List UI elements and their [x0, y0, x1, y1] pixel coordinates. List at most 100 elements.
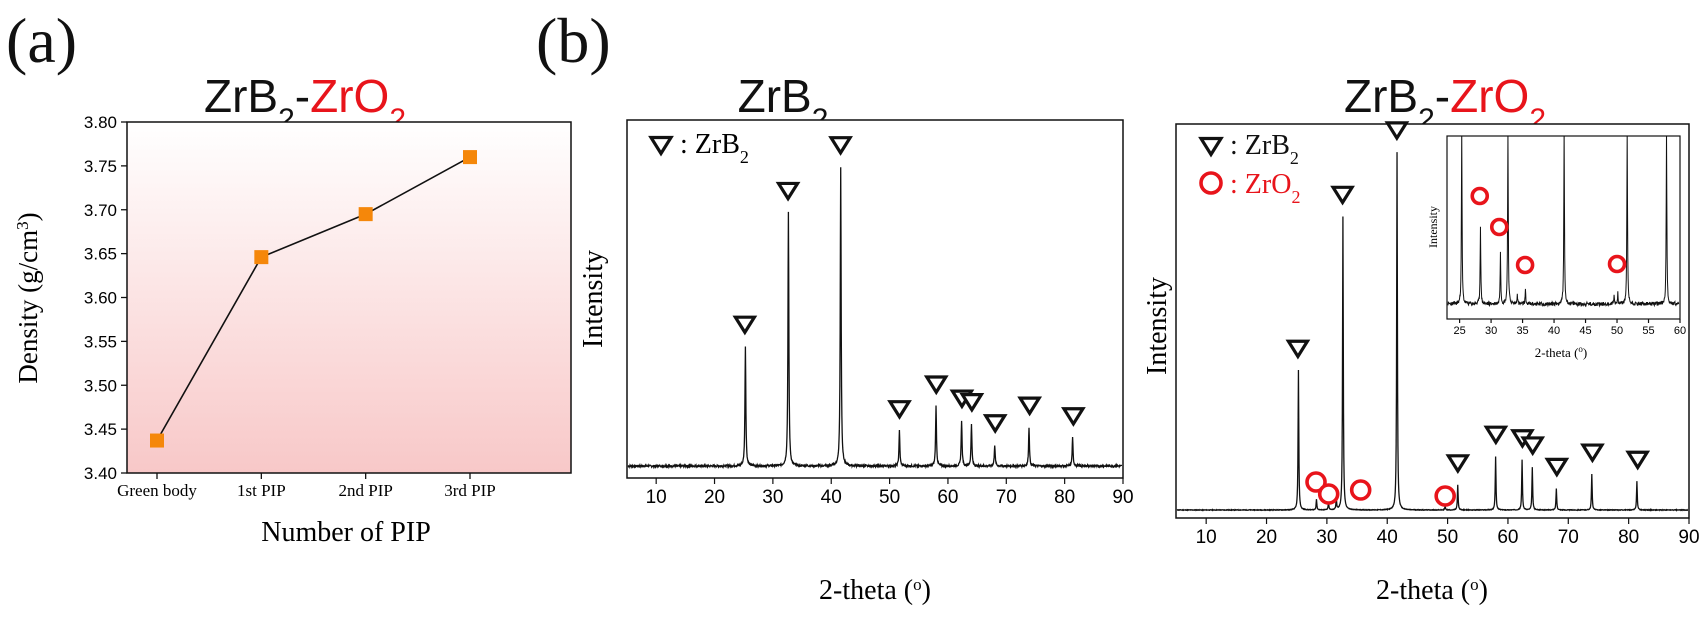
density-y-axis-label: Density (g/cm3) [13, 212, 44, 383]
zrb2-peak-marker [648, 135, 674, 157]
xrd-inset-plot-area: 25 30 35 40 45 50 55 60 [1447, 136, 1686, 337]
density-y-ticks: 3.40 3.45 3.50 3.55 3.60 3.65 3.70 3.75 3.80 [84, 113, 127, 483]
xrd-inset-x-tick-label: 25 [1453, 325, 1465, 337]
xrd-zrb2-zro2-x-tick-label: 30 [1316, 527, 1337, 548]
xrd-inset-x-tick-label: 35 [1516, 325, 1528, 337]
density-plot-background [127, 122, 571, 473]
title-text: ZrB [204, 70, 278, 122]
title-text: - [1435, 70, 1450, 122]
zrb2-peak-marker [1198, 136, 1224, 158]
xrd-zrb2-zro2-chart: ZrB2-ZrO2 10 20 30 40 50 60 70 80 90: ZrB2: ZrO2… [1142, 70, 1700, 606]
zrb2-peak-marker [775, 181, 801, 202]
zrb2-peak-marker [1017, 396, 1043, 417]
xrd-inset-y-axis-label: Intensity [1426, 206, 1440, 248]
xrd-inset-x-tick-label: 50 [1611, 325, 1623, 337]
xrd-zrb2-zro2-x-tick-label: 20 [1256, 527, 1277, 548]
xrd-zrb2-zro2-x-tick-label: 10 [1196, 527, 1217, 548]
zrb2-peak-marker [1483, 425, 1509, 446]
zrb2-peak-marker [1580, 443, 1605, 464]
zrb2-peak-marker [828, 136, 853, 156]
xrd-zrb2-x-tick-label: 60 [937, 487, 958, 508]
xrd-zrb2-zro2-x-tick-label: 90 [1678, 527, 1699, 548]
zro2-peak-marker [1305, 471, 1327, 493]
zrb2-peak-marker [1625, 450, 1651, 471]
title-text: - [295, 70, 310, 122]
density-marker [254, 250, 269, 265]
legend-subscript: 2 [740, 147, 749, 167]
x-tick-label: 2nd PIP [339, 481, 393, 500]
zrb2-peak-marker [1445, 454, 1471, 475]
xrd-inset-x-tick-label: 60 [1674, 325, 1686, 337]
xrd-zrb2-zro2-title: ZrB2-ZrO2 [1344, 70, 1546, 136]
zrb2-peak-marker [1061, 407, 1086, 427]
density-chart: ZrB2-ZrO2 3.40 3.45 3.50 3.55 3.60 3.65 3.70 3.… [13, 70, 572, 548]
xrd-zrb2-zro2-trace [1176, 152, 1689, 512]
zro2-peak-marker [1317, 483, 1340, 505]
zro2-peak-marker [1515, 255, 1535, 275]
zrb2-peak-marker [1544, 457, 1570, 478]
y-tick-label: 3.50 [84, 376, 117, 395]
density-chart-title: ZrB2-ZrO2 [204, 70, 406, 136]
zro2-peak-marker [1199, 171, 1223, 195]
title-text: ZrB [738, 70, 812, 122]
zro2-peak-marker [1607, 254, 1627, 274]
density-marker [463, 150, 477, 165]
xrd-zrb2-x-tick-label: 90 [1112, 487, 1133, 508]
density-series [150, 150, 477, 448]
zrb2-peak-marker [959, 393, 985, 413]
xrd-zrb2-zro2-x-tick-label: 50 [1437, 527, 1458, 548]
legend-subscript: 2 [1290, 148, 1299, 168]
xrd-inset-x-tick-label: 55 [1642, 325, 1654, 337]
title-text: ZrO [310, 70, 389, 122]
zro2-peak-marker [1434, 485, 1456, 507]
zro2-peak-marker [1349, 479, 1372, 501]
zrb2-peak-marker [1520, 436, 1546, 457]
xrd-zrb2-x-tick-label: 80 [1054, 487, 1075, 508]
xrd-zrb2-y-axis-label: Intensity [578, 250, 609, 348]
density-marker [150, 433, 164, 448]
y-tick-label: 3.40 [84, 464, 117, 483]
zrb2-peak-marker [1285, 339, 1311, 360]
xrd-zrb2-x-tick-label: 20 [704, 487, 725, 508]
y-tick-label: 3.45 [84, 420, 117, 439]
zrb2-peak-marker [732, 315, 758, 336]
xrd-inset-x-tick-label: 40 [1548, 325, 1560, 337]
xrd-zrb2-zro2-x-axis-label: 2-theta (o) [1376, 575, 1488, 607]
y-tick-label: 3.75 [84, 157, 117, 176]
xrd-inset-x-axis-label: 2-theta (o) [1535, 344, 1588, 360]
xrd-zrb2-frame [626, 119, 1124, 479]
xrd-zrb2-x-tick-label: 30 [762, 487, 783, 508]
x-tick-label: 3rd PIP [444, 481, 495, 500]
density-marker [358, 207, 373, 222]
panel-label-b: (b) [536, 5, 611, 76]
zrb2-peak-marker [1330, 185, 1355, 206]
zrb2-peak-marker [1384, 121, 1410, 142]
x-tick-label: 1st PIP [237, 481, 286, 500]
xrd-zrb2-zro2-y-axis-label: Intensity [1142, 277, 1173, 375]
xrd-zrb2-trace [627, 167, 1123, 470]
xrd-zrb2-zro2-x-tick-label: 60 [1497, 527, 1518, 548]
xrd-inset-x-tick-label: 30 [1485, 325, 1497, 337]
zro2-peak-marker [1470, 186, 1490, 206]
xrd-zrb2-x-tick-label: 50 [879, 487, 900, 508]
xrd-zrb2-zro2-x-tick-label: 40 [1377, 527, 1398, 548]
xrd-zrb2-x-tick-label: 70 [996, 487, 1017, 508]
y-tick-label: 3.65 [84, 245, 117, 264]
zrb2-peak-marker [923, 375, 949, 396]
density-x-axis-label: Number of PIP [261, 517, 431, 548]
density-line [156, 156, 471, 441]
y-tick-label: 3.55 [84, 332, 117, 351]
y-tick-label: 3.60 [84, 289, 117, 308]
xrd-zrb2-zro2-x-tick-label: 70 [1558, 527, 1579, 548]
xrd-inset-x-tick-label: 45 [1579, 325, 1591, 337]
zrb2-peak-marker [887, 400, 912, 420]
legend-subscript: 2 [1291, 187, 1300, 207]
panel-label-a: (a) [6, 5, 77, 76]
xrd-zrb2-x-axis-label: 2-theta (o) [819, 575, 931, 607]
y-tick-label: 3.70 [84, 201, 117, 220]
xrd-inset: 25 30 35 40 45 50 55 60 Intensity 2-theta (o) [1426, 135, 1686, 360]
title-text: ZrO [1450, 70, 1529, 122]
x-tick-label: Green body [117, 481, 197, 500]
xrd-zrb2-zro2-x-tick-label: 80 [1618, 527, 1639, 548]
